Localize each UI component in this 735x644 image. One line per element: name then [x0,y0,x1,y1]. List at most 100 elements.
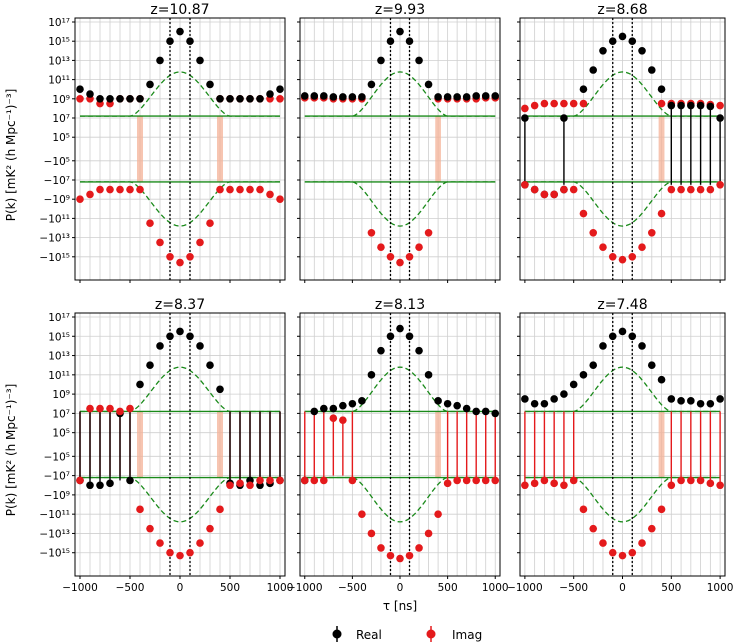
imag-point [415,544,423,552]
real-point [156,342,164,350]
imag-point [560,99,568,108]
imag-point [146,219,154,227]
y-tick-label: −10¹¹ [39,509,70,521]
real-point [443,93,452,101]
imag-point [116,407,124,416]
panel-title: z=10.87 [150,2,209,18]
y-tick-label: −10⁹ [44,194,70,206]
imag-point [126,404,134,413]
imag-point [424,228,433,237]
imag-point [116,185,124,194]
imag-point [599,539,607,547]
imag-point [276,476,284,485]
imag-point [329,414,338,423]
y-tick-label: 10⁷ [52,408,70,420]
panel-title: z=8.37 [155,297,205,313]
real-point [86,481,94,490]
legend-imag-label: Imag [452,628,482,642]
y-axis-label-top: P(k) [mK² (h Mpc⁻¹)⁻³] [4,89,18,222]
real-point [300,92,309,100]
y-tick-label: −10¹¹ [39,213,70,225]
imag-point [560,185,568,194]
x-axis-label: τ [ns] [383,599,417,613]
real-point [540,399,549,408]
envelope-upper [80,71,280,117]
envelope-upper [524,71,721,117]
legend-imag-marker [426,629,436,639]
real-point [146,361,154,369]
real-point [156,56,164,65]
y-tick-label: −10⁵ [44,451,70,463]
imag-point [521,104,529,113]
real-point [706,399,715,408]
real-point [126,95,134,103]
real-point [256,95,264,103]
imag-point [106,404,114,413]
real-point [560,390,568,398]
y-tick-label: −10⁹ [44,490,70,502]
real-point [116,95,124,103]
real-point [196,56,204,65]
imag-point [126,185,134,194]
real-point [126,476,134,485]
real-point [377,346,385,355]
real-point [310,407,319,416]
real-point [462,93,471,101]
imag-point [206,524,214,533]
real-point [491,409,500,418]
imag-point [589,228,598,237]
x-tick-label: 0 [397,582,404,594]
real-point [618,32,627,41]
imag-point [579,209,588,218]
imag-point [424,529,433,538]
real-point [166,37,174,46]
real-point [472,407,480,416]
x-tick-label: 0 [177,582,184,594]
imag-point [491,476,500,485]
imag-point [176,258,184,267]
real-point [424,80,433,89]
real-point [367,80,376,89]
real-point [434,397,442,405]
imag-point [266,190,274,199]
imag-point [462,476,471,485]
imag-point [136,185,144,194]
imag-point [266,476,274,485]
y-tick-label: −10¹⁵ [39,252,70,264]
real-point [481,407,490,416]
real-point [628,37,637,46]
imag-point [638,243,646,251]
imag-point [599,243,607,251]
envelope-upper [304,366,496,413]
imag-point [236,185,244,194]
imag-point [320,476,328,485]
imag-point [166,252,174,261]
real-point [481,92,490,100]
imag-point [367,228,376,237]
real-point [569,380,578,389]
imag-point [560,481,568,490]
y-tick-label: −10⁷ [44,471,70,483]
y-tick-label: 10⁹ [52,389,70,401]
imag-point [166,548,174,557]
imag-point [396,554,404,563]
y-tick-label: 10¹⁵ [48,331,70,343]
y-tick-label: 10¹³ [48,55,70,67]
real-point [608,37,617,46]
imag-point [687,476,695,485]
real-point [310,92,319,100]
y-tick-label: 10¹³ [48,351,70,363]
real-point [76,85,84,94]
imag-point [443,479,452,488]
imag-point [618,551,627,560]
imag-point [687,185,695,194]
x-tick-label: 1000 [267,582,294,594]
imag-point [186,252,194,261]
imag-point [530,101,539,110]
imag-point [96,404,104,413]
imag-point [550,190,558,199]
imag-point [618,255,627,264]
real-point [386,332,395,341]
imag-point [236,479,244,488]
